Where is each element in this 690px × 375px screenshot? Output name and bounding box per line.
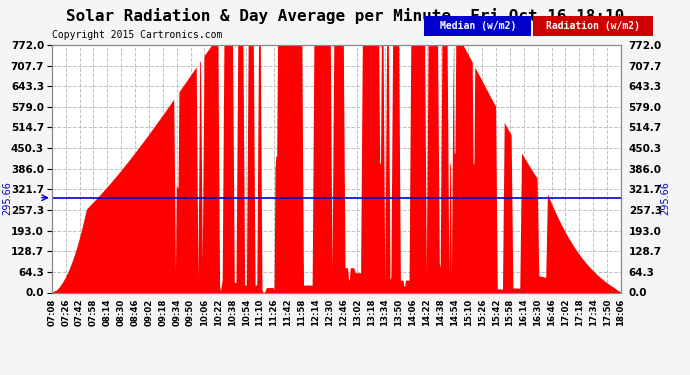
Text: Copyright 2015 Cartronics.com: Copyright 2015 Cartronics.com [52, 30, 222, 40]
Text: Solar Radiation & Day Average per Minute  Fri Oct 16 18:10: Solar Radiation & Day Average per Minute… [66, 8, 624, 24]
Text: 295.66: 295.66 [2, 181, 12, 214]
Text: Median (w/m2): Median (w/m2) [440, 21, 516, 31]
Text: 295.66: 295.66 [660, 181, 671, 214]
Text: Radiation (w/m2): Radiation (w/m2) [546, 21, 640, 31]
